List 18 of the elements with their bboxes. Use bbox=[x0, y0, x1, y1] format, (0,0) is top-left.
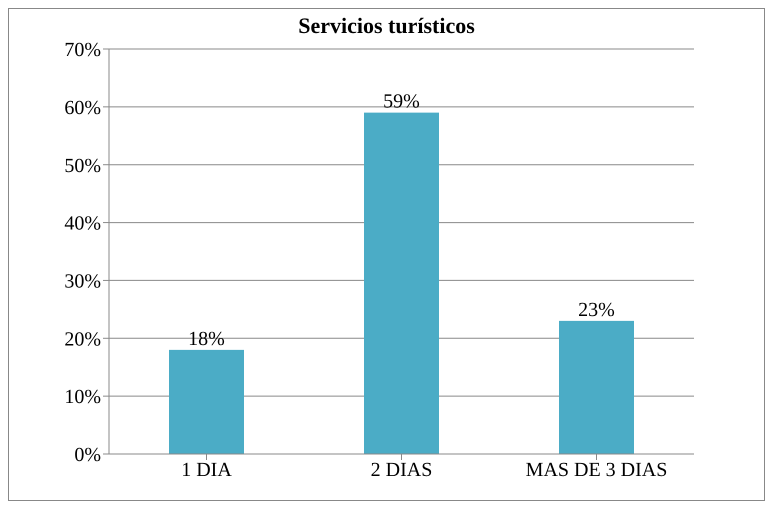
bar bbox=[169, 350, 244, 454]
bar bbox=[559, 320, 634, 454]
data-label: 23% bbox=[578, 298, 615, 321]
bar bbox=[364, 112, 439, 454]
x-tick-label: MAS DE 3 DIAS bbox=[526, 459, 668, 482]
y-tick-label: 70% bbox=[64, 39, 101, 62]
y-tick-label: 30% bbox=[64, 270, 101, 293]
y-tick-label: 50% bbox=[64, 154, 101, 177]
data-label: 18% bbox=[188, 328, 225, 350]
y-tick-label: 40% bbox=[64, 212, 101, 235]
y-tick-label: 0% bbox=[74, 444, 101, 466]
x-tick-label: 1 DIA bbox=[181, 459, 232, 482]
y-tick-label: 10% bbox=[64, 386, 101, 408]
y-tick-label: 60% bbox=[64, 96, 101, 119]
data-label: 59% bbox=[383, 90, 420, 113]
chart-title: Servicios turísticos bbox=[297, 13, 476, 39]
y-tick-label: 20% bbox=[64, 328, 101, 350]
x-tick-label: 2 DIAS bbox=[370, 459, 432, 482]
